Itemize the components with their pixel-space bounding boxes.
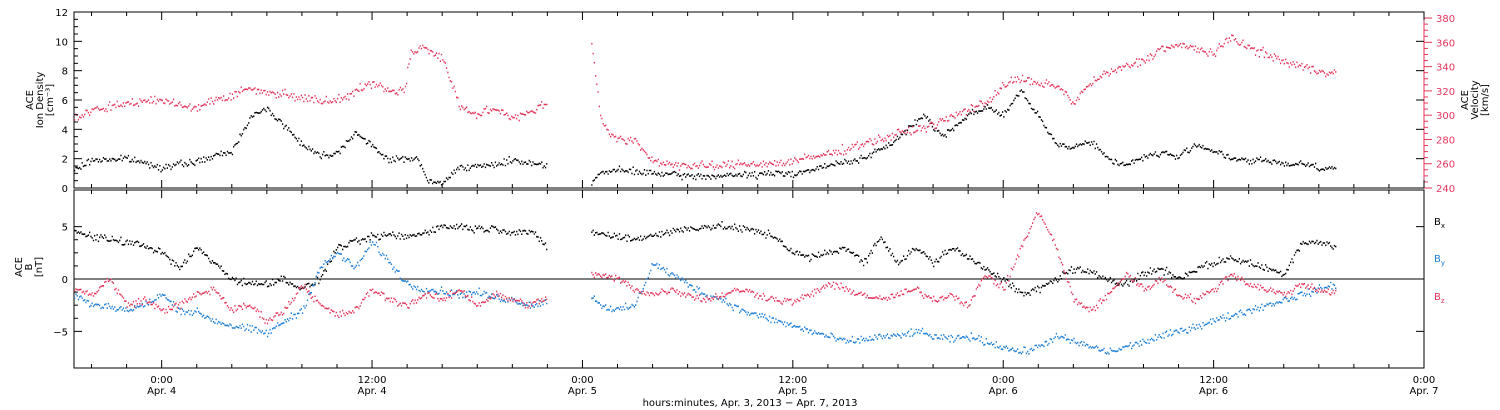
velocity-axis-label-line: Velocity <box>1470 80 1481 119</box>
x-tick-time-label: 0:00 <box>992 375 1014 386</box>
density-y-tick-label: 12 <box>55 8 68 19</box>
density-axis-label-line: [cm⁻³] <box>45 84 56 116</box>
velocity-y-tick-label: 280 <box>1436 135 1455 146</box>
legend-Bz-sub: z <box>1441 297 1445 305</box>
legend-By-sub: y <box>1441 259 1445 267</box>
legend-Bx-sub: x <box>1441 222 1445 230</box>
x-tick-date-label: Apr. 5 <box>568 386 597 397</box>
bz-points <box>74 212 1337 325</box>
x-tick-time-label: 0:00 <box>571 375 593 386</box>
x-tick-time-label: 12:00 <box>358 375 387 386</box>
by-points <box>74 241 1337 355</box>
magnetic-field-panel: −5 0 5 ACE B [nT] Bx By Bz <box>14 189 1445 369</box>
b-axis-label-line: B <box>24 263 35 270</box>
ion-density-points <box>74 89 1337 186</box>
velocity-series <box>74 34 1337 171</box>
bx-points <box>74 221 1337 297</box>
density-y-tick-label: 2 <box>62 155 68 166</box>
x-tick-time-label: 0:00 <box>1413 375 1435 386</box>
legend-By: By <box>1434 254 1445 267</box>
x-axis-title: hours:minutes, Apr. 3, 2013 − Apr. 7, 20… <box>643 398 858 409</box>
velocity-y-tick-label: 340 <box>1436 63 1455 74</box>
b-y-tick-label: 5 <box>62 223 68 234</box>
b-y-tick-label: 0 <box>62 275 68 286</box>
b-y-tick-label: −5 <box>53 327 68 338</box>
velocity-y-tick-label: 260 <box>1436 160 1455 171</box>
ion-density-series <box>74 89 1337 186</box>
velocity-axis-label-line: ACE <box>1460 90 1471 110</box>
bx-series <box>74 221 1337 297</box>
velocity-y-tick-label: 300 <box>1436 111 1455 122</box>
density-y-tick-label: 6 <box>62 96 68 107</box>
b-axis-label-line: [nT] <box>34 257 45 277</box>
by-series <box>74 241 1337 355</box>
x-tick-date-label: Apr. 7 <box>1409 386 1438 397</box>
density-y-tick-label: 4 <box>62 125 68 136</box>
x-tick-time-label: 12:00 <box>778 375 807 386</box>
x-tick-date-label: Apr. 5 <box>778 386 807 397</box>
legend-Bx: Bx <box>1434 217 1445 230</box>
velocity-y-tick-label: 240 <box>1436 184 1455 195</box>
bz-series <box>74 212 1337 325</box>
x-tick-date-label: Apr. 6 <box>1199 386 1228 397</box>
velocity-y-tick-label: 320 <box>1436 87 1455 98</box>
x-tick-time-label: 0:00 <box>150 375 172 386</box>
density-y-tick-label: 0 <box>62 184 68 195</box>
x-tick-date-label: Apr. 6 <box>989 386 1018 397</box>
density-y-tick-label: 8 <box>62 67 68 78</box>
b-axis-label-line: ACE <box>14 257 25 277</box>
x-tick-date-label: Apr. 4 <box>147 386 176 397</box>
density-axis-label-line: Ion Density <box>35 72 46 129</box>
density-y-tick-label: 10 <box>55 37 68 48</box>
velocity-axis-label-line: [km/s] <box>1480 84 1491 116</box>
legend-Bz: Bz <box>1434 292 1445 305</box>
top-panel-frame <box>73 11 1425 189</box>
density-axis-label-line: ACE <box>25 90 36 110</box>
velocity-y-tick-label: 360 <box>1436 38 1455 49</box>
x-tick-date-label: Apr. 4 <box>357 386 386 397</box>
x-tick-time-label: 12:00 <box>1199 375 1228 386</box>
velocity-points <box>74 34 1337 171</box>
velocity-y-tick-label: 380 <box>1436 14 1455 25</box>
